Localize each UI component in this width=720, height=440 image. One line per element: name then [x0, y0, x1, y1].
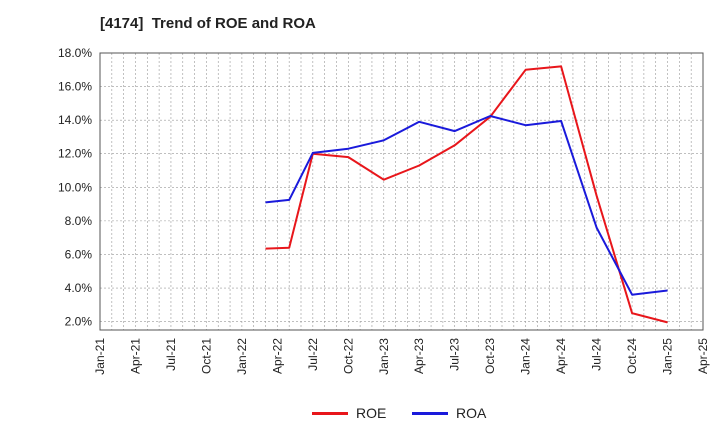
plot-background [100, 53, 703, 330]
legend-swatch-roe [312, 411, 348, 415]
x-tick-label: Jul-22 [306, 338, 320, 371]
x-tick-label: Apr-24 [554, 338, 568, 374]
y-tick-label: 8.0% [65, 214, 93, 228]
legend-label-roe: ROE [356, 405, 387, 421]
legend: ROE ROA [0, 405, 720, 427]
chart-title: [4174] Trend of ROE and ROA [100, 15, 316, 32]
y-tick-label: 18.0% [58, 46, 92, 60]
x-tick-label: Apr-25 [696, 338, 710, 374]
x-tick-label: Jul-24 [590, 338, 604, 371]
legend-item-roa: ROA [412, 405, 486, 421]
x-tick-label: Jul-21 [164, 338, 178, 371]
y-tick-label: 12.0% [58, 147, 92, 161]
y-tick-label: 2.0% [65, 315, 93, 329]
x-tick-label: Oct-22 [341, 338, 355, 374]
x-tick-label: Jan-24 [519, 338, 533, 375]
x-tick-label: Apr-22 [270, 338, 284, 374]
series-line-roa [265, 115, 668, 296]
x-tick-label: Apr-21 [128, 338, 142, 374]
x-tick-label: Oct-24 [625, 338, 639, 374]
legend-swatch-roa [412, 411, 448, 415]
y-tick-label: 14.0% [58, 113, 92, 127]
x-tick-label: Jan-21 [93, 338, 107, 375]
plot-border [99, 52, 704, 331]
x-tick-label: Jan-23 [377, 338, 391, 375]
y-tick-label: 16.0% [58, 80, 92, 94]
y-axis-ticks: 2.0% 4.0% 6.0% 8.0% 10.0% 12.0% 14.0% 16.0% 18.0… [58, 46, 92, 329]
legend-item-roe: ROE [312, 405, 386, 421]
y-tick-label: 6.0% [65, 247, 93, 261]
legend-label-roa: ROA [456, 405, 487, 421]
series-lines [265, 65, 668, 324]
y-tick-label: 4.0% [65, 281, 93, 295]
y-tick-label: 10.0% [58, 180, 92, 194]
x-tick-label: Jul-23 [448, 338, 462, 371]
x-tick-label: Jan-25 [661, 338, 675, 375]
x-tick-label: Oct-23 [483, 338, 497, 374]
grid [100, 52, 703, 330]
x-tick-label: Apr-23 [412, 338, 426, 374]
x-tick-label: Oct-21 [199, 338, 213, 374]
x-axis-ticks: Jan-21 Apr-21 Jul-21 Oct-21 Jan-22 Apr-22 Jul-… [93, 338, 710, 375]
x-tick-label: Jan-22 [235, 338, 249, 375]
